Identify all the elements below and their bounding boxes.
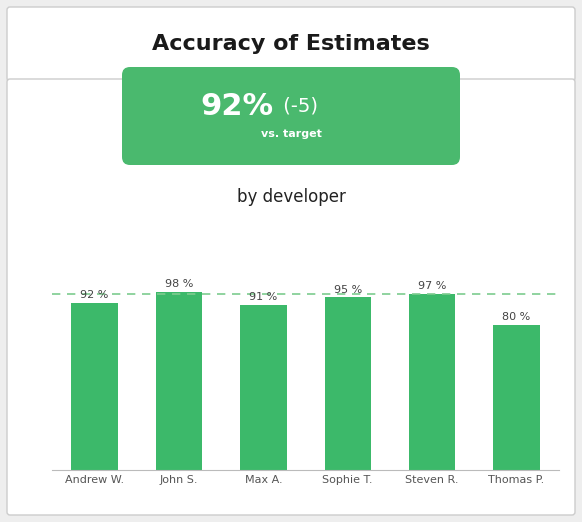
Text: by developer: by developer [236,188,346,206]
FancyBboxPatch shape [7,7,575,81]
Text: 97 %: 97 % [418,281,446,291]
Text: 80 %: 80 % [502,312,531,322]
Text: (-5): (-5) [277,97,318,116]
Text: Accuracy of Estimates: Accuracy of Estimates [152,34,430,54]
Bar [325,298,371,470]
Bar [72,303,118,470]
Bar [240,304,286,470]
Bar [409,294,455,470]
Text: 95 %: 95 % [333,284,362,294]
Text: 98 %: 98 % [165,279,193,289]
Text: 92%: 92% [200,92,273,121]
Text: vs. target: vs. target [261,129,321,139]
FancyBboxPatch shape [122,67,460,165]
Legend: Accuracy of Estimates, Target: Accuracy of Estimates, Target [187,520,424,522]
Bar [156,292,202,470]
FancyBboxPatch shape [7,79,575,515]
Bar [494,325,540,470]
Text: 91 %: 91 % [249,292,278,302]
Text: 92 %: 92 % [80,290,109,300]
